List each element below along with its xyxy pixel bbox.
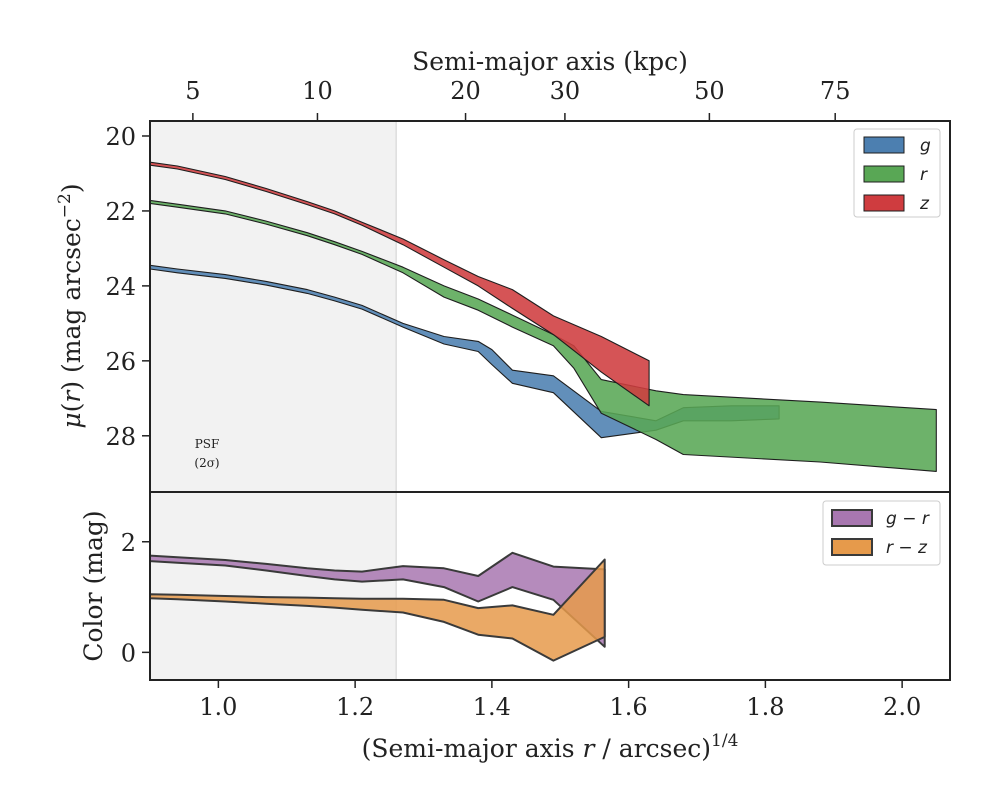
psf-region-bottom (150, 492, 397, 680)
legend-swatch-r (863, 165, 905, 183)
top-axis-tick-label: 10 (302, 77, 333, 105)
legend-top: g r z (853, 128, 941, 218)
y-tick-label-top: 22 (105, 198, 136, 226)
legend-swatch-g (863, 136, 905, 154)
top-axis-tick-label: 50 (694, 77, 725, 105)
x-tick-label: 1.2 (336, 693, 374, 721)
band-gr (150, 551, 606, 648)
y-tick-label-top: 28 (105, 423, 136, 451)
axis-ticks: 20 22 24 26 28 5 10 20 30 50 75 0 2 1.0 1.2 1.4 1.6 1.8 2.… (105, 77, 921, 721)
legend-label-z: z (919, 194, 930, 214)
psf-sigma-label: (2σ) (194, 456, 219, 470)
psf-label: PSF (195, 437, 220, 451)
x-axis-label: (Semi-major axis r / arcsec)1/4 (362, 731, 739, 763)
legend-swatch-z (863, 194, 905, 212)
top-y-axis-label: μ(r) (mag arcsec−2) (55, 183, 86, 428)
top-axis-label: Semi-major axis (kpc) (412, 47, 688, 76)
top-axis-tick-label: 5 (185, 77, 200, 105)
band-z (150, 161, 650, 407)
bottom-y-axis-label: Color (mag) (79, 510, 108, 661)
y-tick-label-top: 26 (105, 348, 136, 376)
x-tick-label: 1.6 (610, 693, 648, 721)
top-axis-tick-label: 30 (550, 77, 581, 105)
x-tick-label: 1.8 (746, 693, 784, 721)
y-tick-label-bottom: 0 (121, 639, 136, 667)
x-tick-label: 1.0 (199, 693, 237, 721)
legend-label-r-z: r − z (886, 538, 928, 558)
band-rz (150, 558, 606, 662)
y-tick-label-top: 20 (105, 123, 136, 151)
top-axis-tick-label: 20 (450, 77, 481, 105)
x-tick-label: 2.0 (883, 693, 921, 721)
legend-label-r: r (920, 165, 928, 185)
legend-label-g-r: g − r (886, 509, 930, 529)
legend-swatch-g-r (831, 509, 873, 527)
x-tick-label: 1.4 (473, 693, 511, 721)
color-bands (150, 551, 606, 662)
top-axis-tick-label: 75 (820, 77, 851, 105)
legend-swatch-r-z (831, 538, 873, 556)
legend-label-g: g (920, 136, 931, 156)
surface-brightness-bands (150, 161, 937, 472)
y-tick-label-bottom: 2 (121, 529, 136, 557)
y-tick-label-top: 24 (105, 273, 136, 301)
bottom-panel-frame (149, 491, 951, 681)
legend-bottom: g − r r − z (822, 500, 941, 566)
band-r (150, 199, 937, 472)
